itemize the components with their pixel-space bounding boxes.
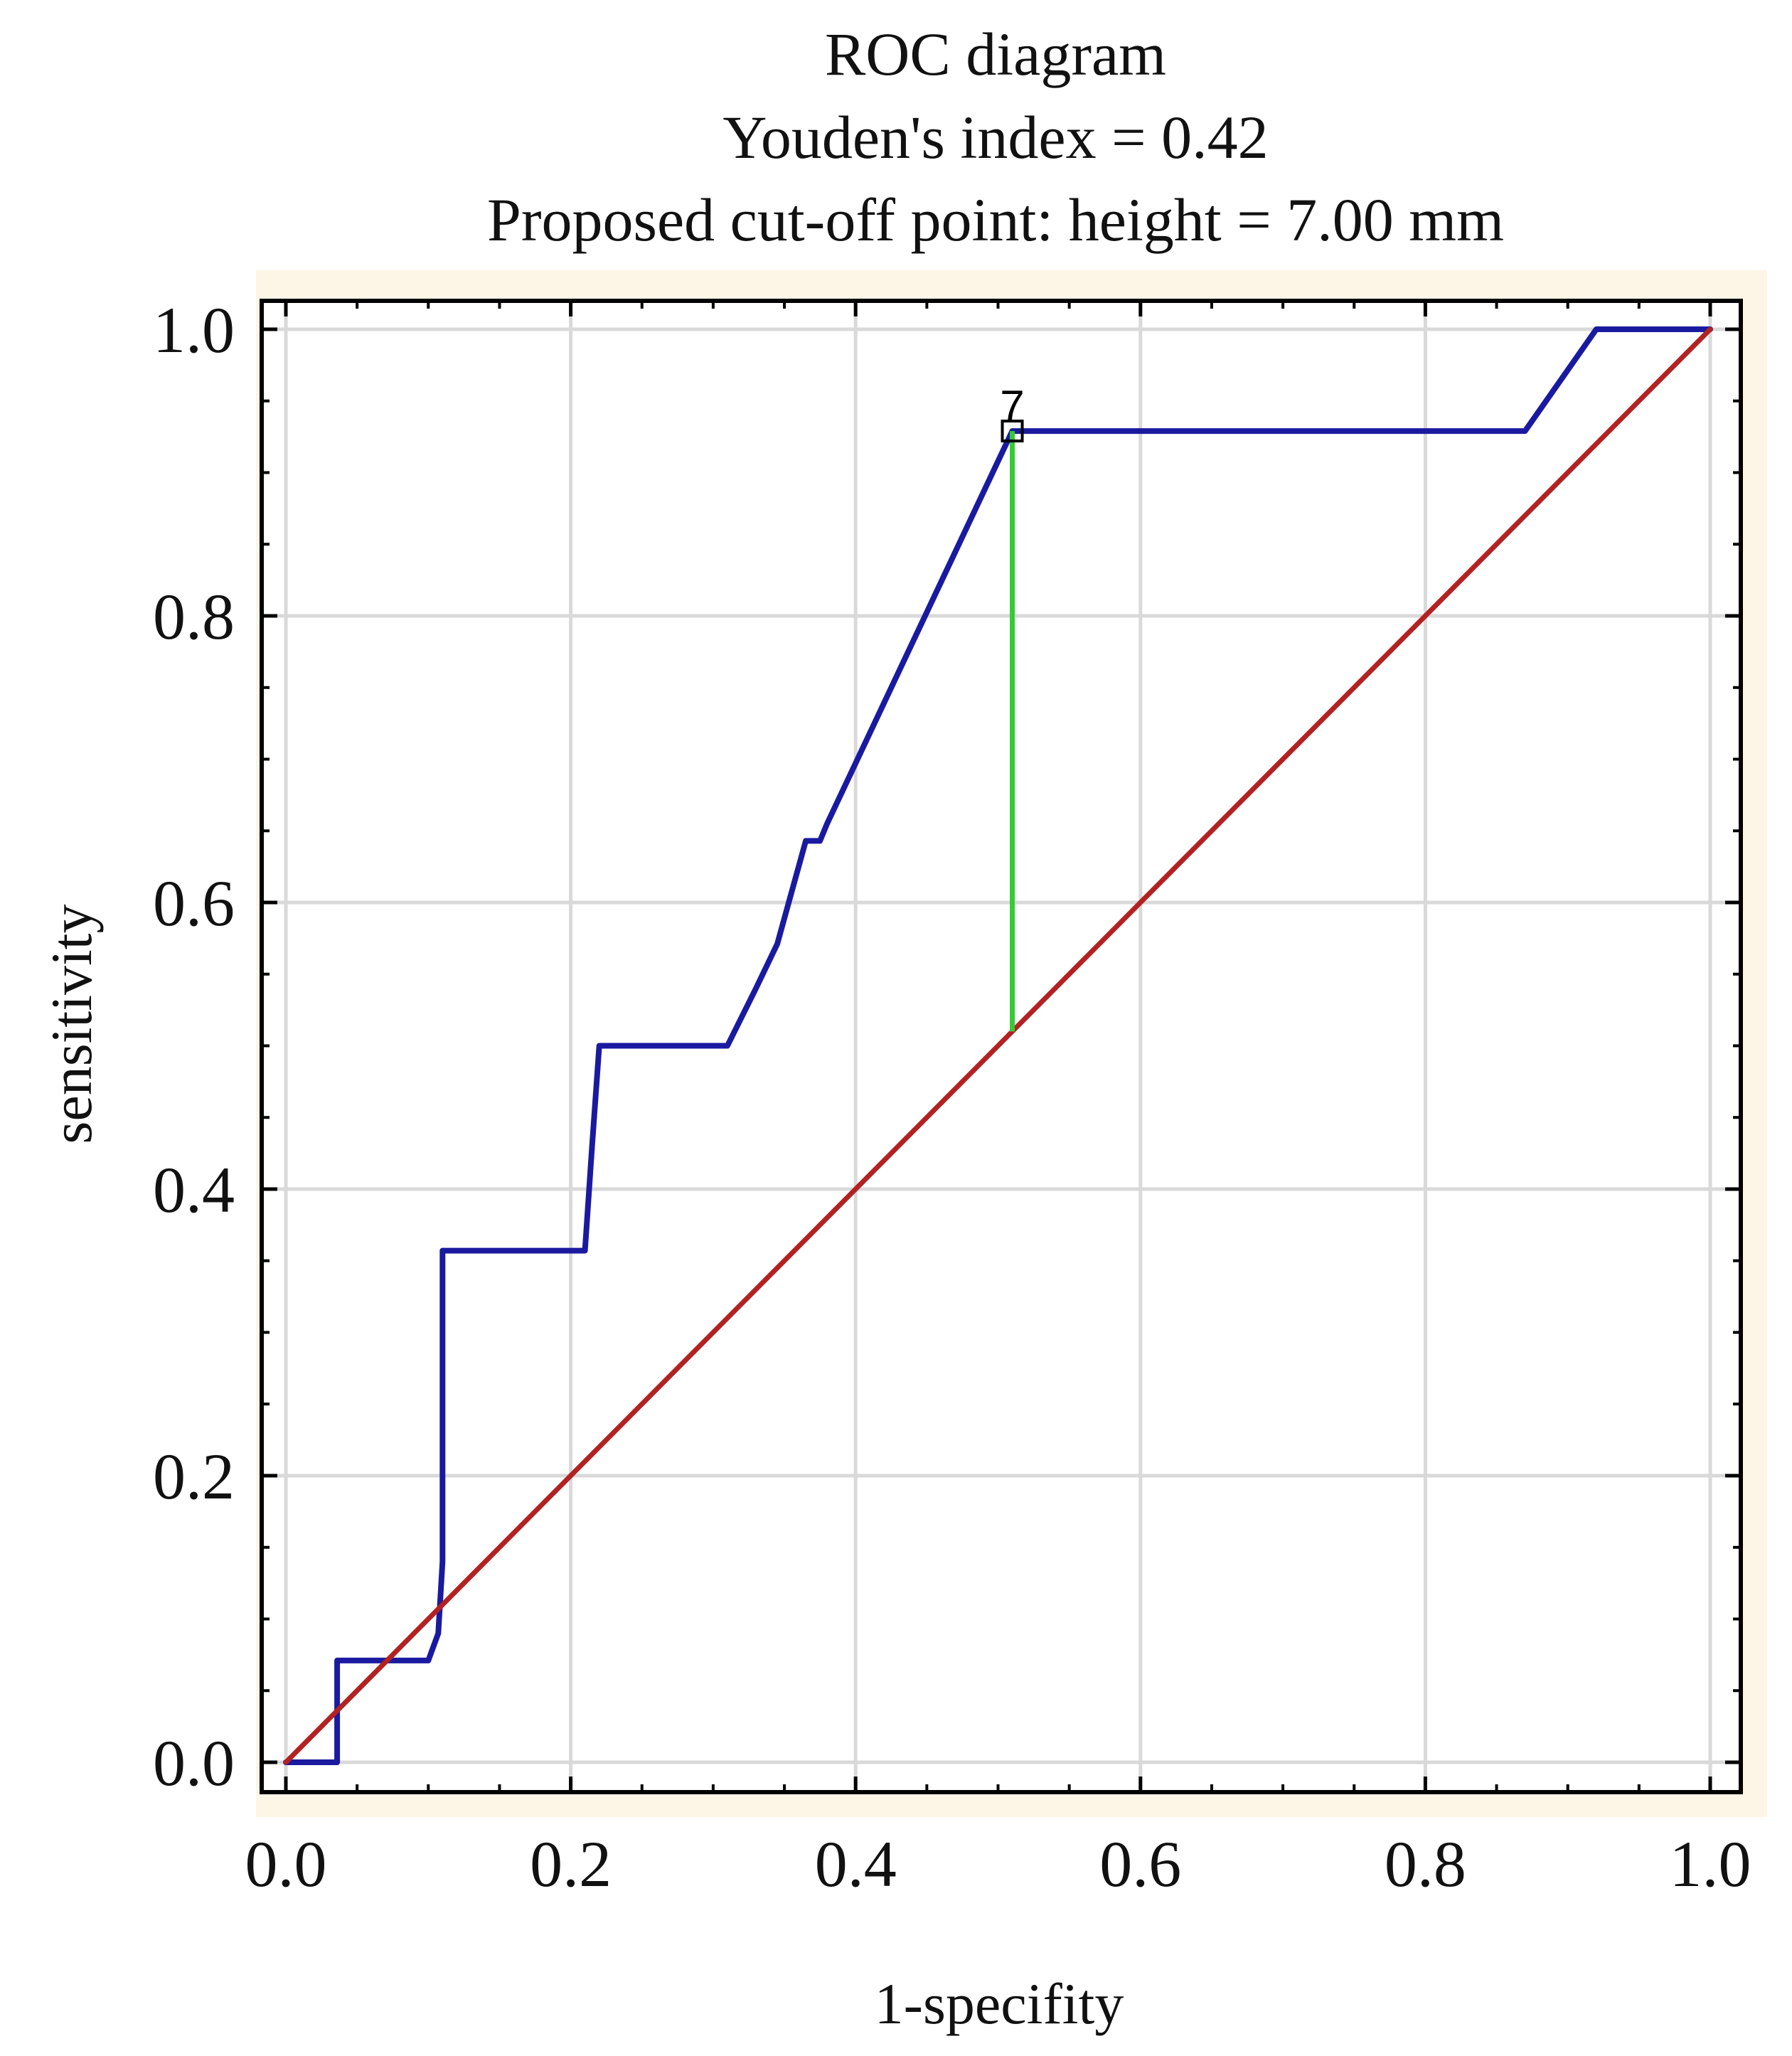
plot-area: 7 bbox=[260, 299, 1743, 1794]
chart-subtitle-youden: Youden's index = 0.42 bbox=[722, 103, 1268, 171]
cutoff-point-label: 7 bbox=[1000, 382, 1024, 431]
y-axis-tick-labels: 0.0 0.2 0.4 0.6 0.8 1.0 bbox=[153, 294, 235, 1799]
x-tick-label: 1.0 bbox=[1670, 1828, 1751, 1900]
y-tick-label: 0.8 bbox=[153, 580, 235, 653]
x-tick-label: 0.6 bbox=[1099, 1828, 1181, 1900]
chart-subtitle-cutoff: Proposed cut-off point: height = 7.00 mm bbox=[487, 186, 1504, 254]
chart-title: ROC diagram bbox=[825, 20, 1166, 88]
x-tick-label: 0.4 bbox=[815, 1828, 897, 1900]
y-axis-label: sensitivity bbox=[39, 904, 104, 1144]
x-tick-label: 0.0 bbox=[245, 1828, 327, 1900]
x-axis-tick-labels: 0.0 0.2 0.4 0.6 0.8 1.0 bbox=[245, 1828, 1751, 1900]
y-tick-label: 1.0 bbox=[153, 294, 235, 366]
cutoff-point-marker bbox=[1001, 420, 1024, 443]
x-tick-label: 0.8 bbox=[1385, 1828, 1466, 1900]
x-tick-label: 0.2 bbox=[530, 1828, 612, 1900]
y-tick-label: 0.6 bbox=[153, 867, 235, 939]
y-tick-label: 0.0 bbox=[153, 1727, 235, 1799]
y-tick-label: 0.2 bbox=[153, 1440, 235, 1513]
reference-diagonal-line bbox=[283, 326, 1713, 1765]
x-axis-label: 1-specifity bbox=[875, 1971, 1124, 2036]
y-tick-label: 0.4 bbox=[153, 1154, 235, 1226]
plot-frame bbox=[260, 299, 1743, 1794]
